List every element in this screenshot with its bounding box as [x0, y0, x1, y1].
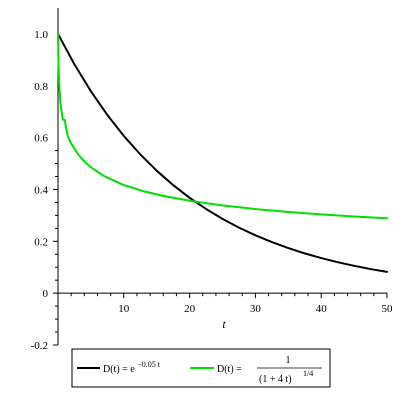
- y-tick-label: 0.8: [34, 81, 48, 93]
- x-tick-label: 30: [250, 303, 262, 315]
- x-axis-title: t: [222, 317, 226, 331]
- y-tick-label: 0.4: [34, 184, 48, 196]
- y-tick-label: 0: [43, 288, 49, 300]
- y-tick-label: -0.2: [31, 340, 48, 352]
- legend-label-green-prefix: D(t) =: [217, 364, 242, 375]
- series-line-exponential: [57, 32, 388, 273]
- y-tick-label: 1.0: [34, 29, 48, 41]
- series-line-power: [57, 32, 388, 220]
- y-tick-label: 0.2: [34, 236, 48, 248]
- x-tick-label: 50: [382, 303, 394, 315]
- legend: D(t) = e −0.05 t D(t) = 1 (1 + 4 t) 1/4: [71, 348, 331, 388]
- legend-label-green-denominator: (1 + 4 t): [259, 374, 292, 385]
- x-tick-label: 10: [118, 303, 130, 315]
- legend-label-green-numerator: 1: [286, 355, 291, 366]
- legend-label-green-denominator-exponent: 1/4: [303, 369, 313, 378]
- x-tick-label: 40: [316, 303, 328, 315]
- x-tick-label: 20: [184, 303, 196, 315]
- y-tick-label: 0.6: [34, 133, 48, 145]
- ticks: 10 20 30 40 50 -0.2 0 0.2 0.4 0.6 0.8 1.0: [31, 29, 393, 352]
- legend-label-black: D(t) = e −0.05 t: [103, 360, 161, 375]
- series-layer: [57, 32, 388, 273]
